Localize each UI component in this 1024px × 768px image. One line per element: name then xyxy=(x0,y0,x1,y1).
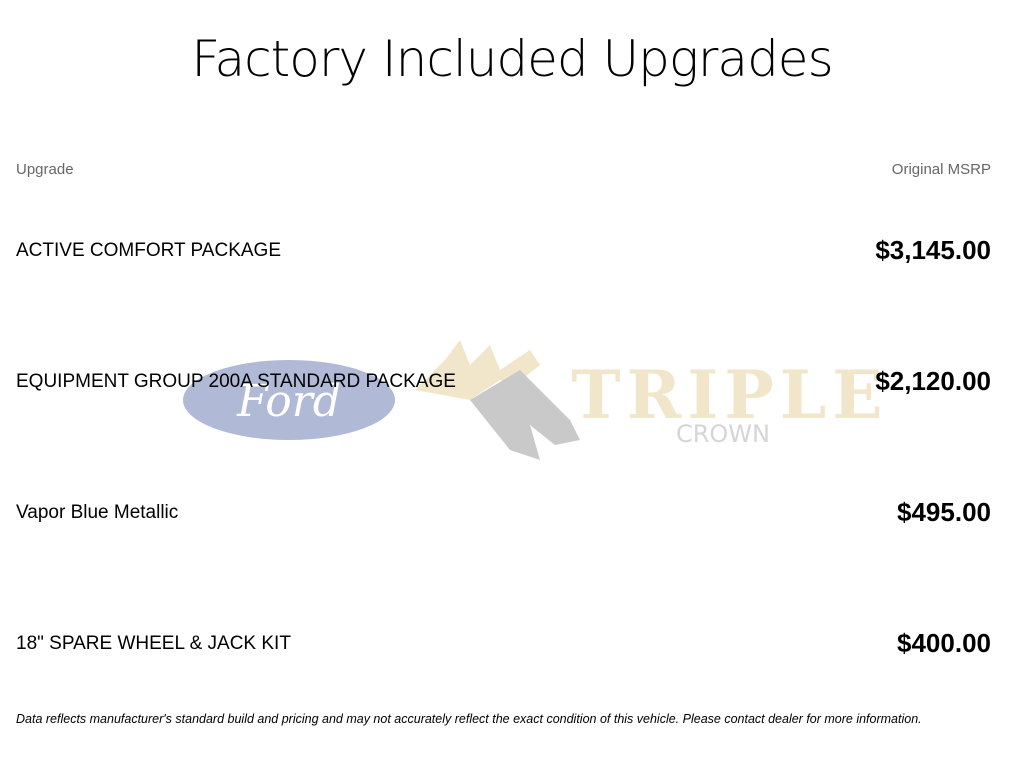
upgrade-name: 18" SPARE WHEEL & JACK KIT xyxy=(16,633,291,654)
svg-text:TRIPLE: TRIPLE xyxy=(571,356,888,434)
upgrade-column-header: Upgrade xyxy=(16,161,74,178)
upgrade-name: EQUIPMENT GROUP 200A STANDARD PACKAGE xyxy=(16,371,456,392)
page-title: Factory Included Upgrades xyxy=(191,30,833,88)
svg-text:CROWN: CROWN xyxy=(676,420,770,448)
msrp-column-header: Original MSRP xyxy=(891,161,991,178)
ford-logo xyxy=(183,360,395,440)
upgrade-price: $495.00 xyxy=(897,497,991,527)
disclaimer: Data reflects manufacturer's standard bu… xyxy=(16,712,922,726)
upgrade-price: $400.00 xyxy=(897,628,991,658)
horse-crown-icon xyxy=(415,340,540,400)
svg-text:Ford: Ford xyxy=(236,376,341,427)
upgrade-name: ACTIVE COMFORT PACKAGE xyxy=(16,240,281,261)
dealer-logo-watermark: Ford TRIPLE CROWN xyxy=(183,340,888,460)
upgrade-name: Vapor Blue Metallic xyxy=(16,502,179,523)
upgrade-price: $3,145.00 xyxy=(875,235,991,265)
upgrade-price: $2,120.00 xyxy=(875,366,991,396)
